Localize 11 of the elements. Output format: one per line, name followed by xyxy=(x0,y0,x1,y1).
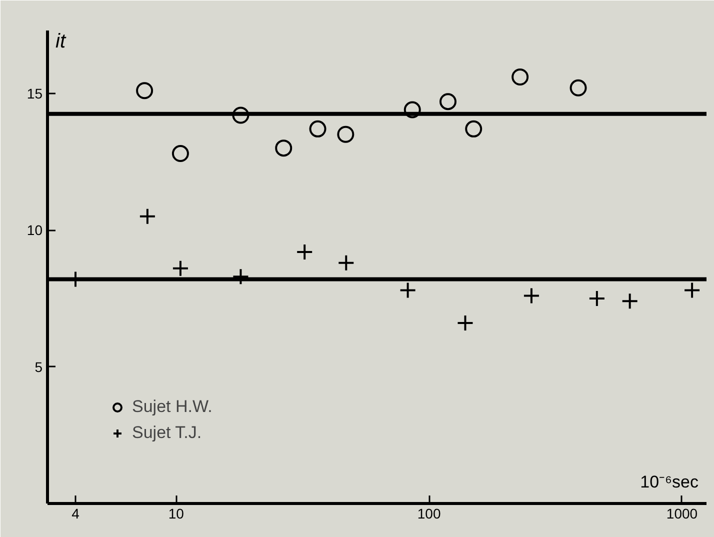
x-tick-label: 1000 xyxy=(666,506,698,522)
x-axis-title: 10⁻⁶sec xyxy=(640,472,699,492)
y-tick-label: 5 xyxy=(34,358,43,375)
legend-label: Sujet T.J. xyxy=(132,423,202,443)
y-tick-label: 15 xyxy=(26,85,43,102)
legend-label: Sujet H.W. xyxy=(132,397,212,417)
x-tick-label: 10 xyxy=(168,506,184,522)
x-tick-label: 4 xyxy=(72,506,80,522)
x-tick-label: 100 xyxy=(417,506,441,522)
y-tick-label: 10 xyxy=(26,222,43,238)
y-axis-title: it xyxy=(56,30,67,52)
